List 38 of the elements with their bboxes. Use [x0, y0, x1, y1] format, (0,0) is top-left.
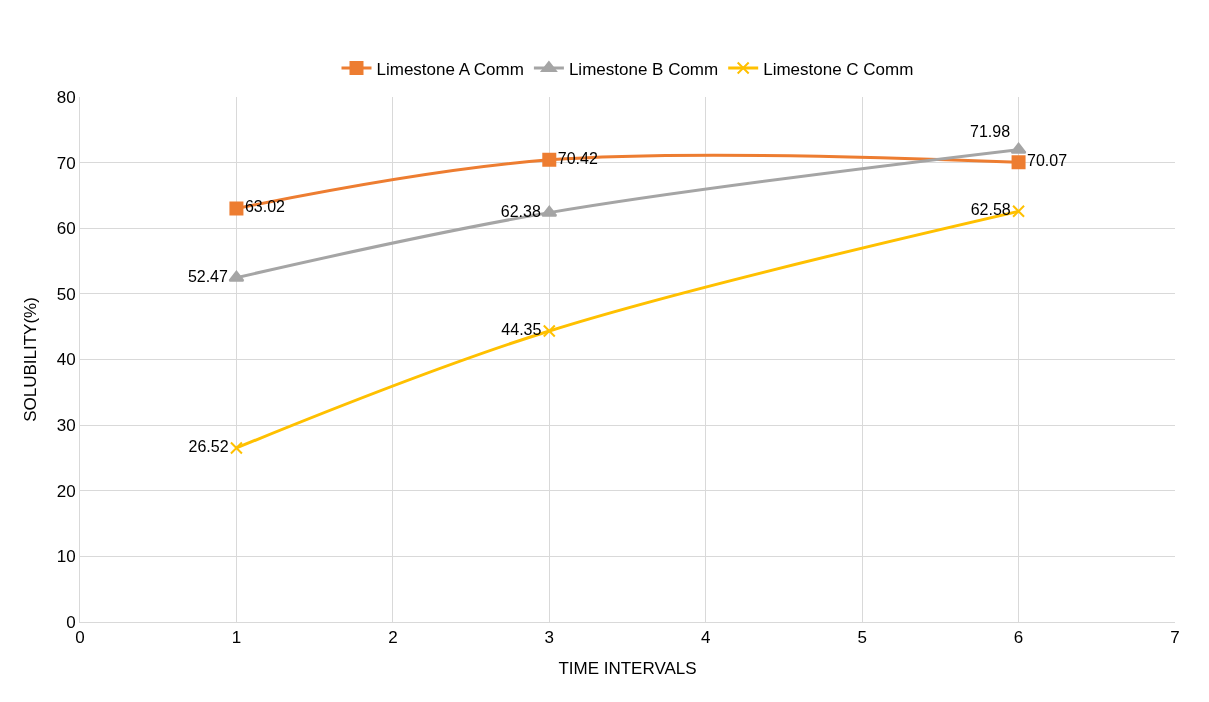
y-tick-label: 80 [56, 87, 76, 107]
legend-label: Limestone C Comm [763, 59, 914, 79]
y-tick-label: 0 [66, 612, 76, 632]
y-tick-label: 10 [56, 547, 76, 567]
y-axis-title: SOLUBILITY(%) [21, 297, 41, 422]
point [542, 324, 556, 338]
x-tick-label: 4 [700, 628, 711, 648]
data-label: 62.58 [970, 201, 1011, 219]
y-tick-label: 30 [56, 416, 76, 436]
point [229, 441, 243, 455]
data-label: 62.38 [500, 202, 541, 220]
x-tick-label: 2 [388, 628, 398, 648]
point [228, 270, 245, 282]
x-tick-label: 7 [1170, 628, 1180, 648]
point [541, 205, 558, 217]
x-tick-label: 5 [857, 628, 867, 648]
data-label: 70.07 [1027, 152, 1068, 170]
data-label: 71.98 [970, 123, 1011, 141]
y-tick-label: 20 [56, 481, 76, 501]
y-tick-label: 40 [56, 350, 76, 370]
y-tick-label: 50 [56, 284, 76, 304]
point [229, 201, 244, 216]
legend-label: Limestone A Comm [376, 59, 524, 79]
y-tick-label: 60 [56, 219, 76, 239]
point [542, 152, 557, 167]
point [1011, 155, 1026, 170]
x-tick-label: 6 [1013, 628, 1024, 648]
legend-label: Limestone B Comm [568, 59, 719, 79]
data-label: 52.47 [187, 267, 229, 285]
data-label: 44.35 [501, 320, 542, 338]
point [1012, 204, 1026, 218]
y-tick-label: 70 [56, 153, 76, 173]
x-tick-label: 1 [231, 628, 242, 648]
x-axis-title: TIME INTERVALS [558, 658, 697, 678]
point [1010, 142, 1027, 154]
x-tick-label: 3 [544, 628, 555, 648]
data-label: 63.02 [244, 198, 286, 216]
data-label: 26.52 [188, 437, 229, 455]
